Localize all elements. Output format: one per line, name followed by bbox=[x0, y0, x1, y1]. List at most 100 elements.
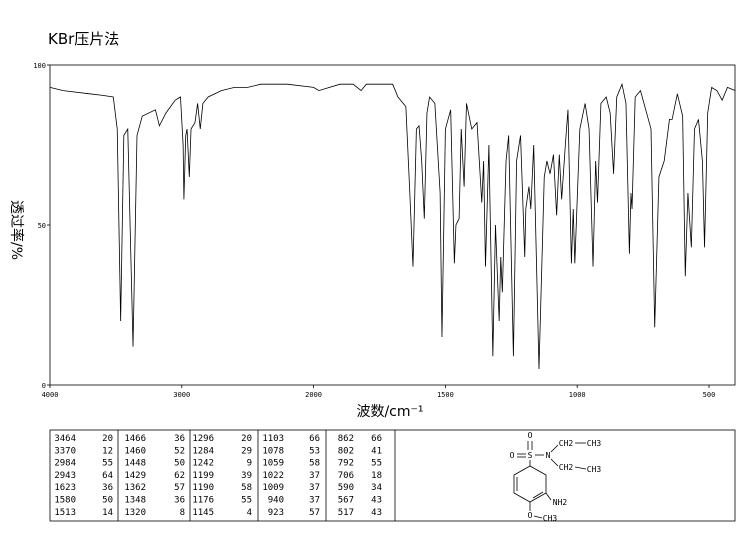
peak-transmittance: 66 bbox=[371, 434, 382, 444]
table-frame bbox=[49, 429, 736, 522]
peak-transmittance: 20 bbox=[102, 434, 113, 444]
peak-transmittance: 29 bbox=[241, 446, 252, 456]
peak-wavenumber: 517 bbox=[338, 508, 354, 518]
peak-wavenumber: 1145 bbox=[192, 508, 214, 518]
peak-wavenumber: 1009 bbox=[262, 483, 284, 493]
peak-wavenumber: 1320 bbox=[124, 508, 146, 518]
peak-transmittance: 55 bbox=[102, 459, 113, 469]
peak-wavenumber: 1448 bbox=[124, 459, 146, 469]
peak-transmittance: 55 bbox=[371, 459, 382, 469]
peak-transmittance: 36 bbox=[174, 496, 185, 506]
atom-label: CH3 bbox=[543, 514, 558, 523]
peak-wavenumber: 590 bbox=[338, 483, 354, 493]
atom-label: CH3 bbox=[587, 439, 602, 448]
peak-transmittance: 50 bbox=[102, 496, 113, 506]
peak-transmittance: 50 bbox=[174, 459, 185, 469]
peak-transmittance: 8 bbox=[180, 508, 185, 518]
atom-label: N bbox=[546, 451, 551, 460]
peak-wavenumber: 923 bbox=[268, 508, 284, 518]
peak-wavenumber: 1623 bbox=[54, 483, 76, 493]
x-tick-label: 500 bbox=[703, 391, 716, 399]
atom-label: O bbox=[528, 431, 533, 440]
peak-wavenumber: 567 bbox=[338, 496, 354, 506]
peak-transmittance: 66 bbox=[309, 434, 320, 444]
peak-transmittance: 37 bbox=[309, 471, 320, 481]
x-tick-label: 4000 bbox=[42, 391, 59, 399]
structure-bonds bbox=[513, 441, 587, 519]
peak-transmittance: 34 bbox=[371, 483, 382, 493]
peak-wavenumber: 1176 bbox=[192, 496, 214, 506]
peak-wavenumber: 1199 bbox=[192, 471, 214, 481]
peak-transmittance: 52 bbox=[174, 446, 185, 456]
peak-wavenumber: 1103 bbox=[262, 434, 284, 444]
peak-transmittance: 43 bbox=[371, 508, 382, 518]
peak-transmittance: 62 bbox=[174, 471, 185, 481]
peak-wavenumber: 2984 bbox=[54, 459, 76, 469]
peak-wavenumber: 1242 bbox=[192, 459, 214, 469]
peak-transmittance: 58 bbox=[309, 459, 320, 469]
y-tick-label: 0 bbox=[42, 382, 46, 390]
spectrum-line bbox=[49, 82, 736, 370]
peak-transmittance: 37 bbox=[309, 483, 320, 493]
peak-transmittance: 18 bbox=[371, 471, 382, 481]
peak-transmittance: 9 bbox=[247, 459, 252, 469]
peak-transmittance: 43 bbox=[371, 496, 382, 506]
peak-transmittance: 4 bbox=[247, 508, 252, 518]
peak-wavenumber: 706 bbox=[338, 471, 354, 481]
plot-frame bbox=[49, 64, 736, 386]
peak-wavenumber: 1513 bbox=[54, 508, 76, 518]
peak-transmittance: 55 bbox=[241, 496, 252, 506]
peak-wavenumber: 1059 bbox=[262, 459, 284, 469]
peak-wavenumber: 1284 bbox=[192, 446, 214, 456]
peak-transmittance: 57 bbox=[174, 483, 185, 493]
x-tick-label: 1000 bbox=[569, 391, 586, 399]
atom-label: NH2 bbox=[553, 498, 568, 507]
atom-label: O bbox=[528, 511, 533, 520]
peak-wavenumber: 1362 bbox=[124, 483, 146, 493]
peak-wavenumber: 1466 bbox=[124, 434, 146, 444]
atom-label: O bbox=[510, 451, 515, 460]
atom-label: CH3 bbox=[587, 465, 602, 474]
peak-transmittance: 36 bbox=[174, 434, 185, 444]
peak-wavenumber: 1429 bbox=[124, 471, 146, 481]
peak-wavenumber: 1296 bbox=[192, 434, 214, 444]
peak-wavenumber: 940 bbox=[268, 496, 284, 506]
peak-transmittance: 58 bbox=[241, 483, 252, 493]
peak-wavenumber: 802 bbox=[338, 446, 354, 456]
peak-wavenumber: 1580 bbox=[54, 496, 76, 506]
peak-transmittance: 12 bbox=[102, 446, 113, 456]
peak-transmittance: 20 bbox=[241, 434, 252, 444]
peak-wavenumber: 862 bbox=[338, 434, 354, 444]
x-tick-label: 3000 bbox=[173, 391, 190, 399]
y-axis-label: 透过率/% bbox=[8, 200, 25, 260]
peak-wavenumber: 3370 bbox=[54, 446, 76, 456]
x-tick-label: 2000 bbox=[305, 391, 322, 399]
peak-transmittance: 57 bbox=[309, 508, 320, 518]
peak-wavenumber: 1078 bbox=[262, 446, 284, 456]
peak-transmittance: 37 bbox=[309, 496, 320, 506]
atom-label: CH2 bbox=[559, 439, 574, 448]
atom-label: CH2 bbox=[559, 463, 574, 472]
peak-wavenumber: 1348 bbox=[124, 496, 146, 506]
peak-transmittance: 39 bbox=[241, 471, 252, 481]
peak-wavenumber: 792 bbox=[338, 459, 354, 469]
y-tick-label: 50 bbox=[38, 222, 46, 230]
peak-wavenumber: 1022 bbox=[262, 471, 284, 481]
peak-transmittance: 36 bbox=[102, 483, 113, 493]
atom-label: S bbox=[528, 451, 533, 460]
peak-transmittance: 64 bbox=[102, 471, 113, 481]
x-axis-label: 波数/cm⁻¹ bbox=[356, 404, 423, 420]
peak-transmittance: 41 bbox=[371, 446, 382, 456]
x-tick-label: 1500 bbox=[437, 391, 454, 399]
peak-wavenumber: 1460 bbox=[124, 446, 146, 456]
peak-wavenumber: 3464 bbox=[54, 434, 76, 444]
peak-wavenumber: 2943 bbox=[54, 471, 76, 481]
chart-title: KBr压片法 bbox=[48, 30, 119, 48]
peak-transmittance: 14 bbox=[102, 508, 113, 518]
table-dividers bbox=[117, 430, 396, 521]
y-tick-label: 100 bbox=[33, 62, 46, 70]
peak-wavenumber: 1190 bbox=[192, 483, 214, 493]
peak-transmittance: 53 bbox=[309, 446, 320, 456]
